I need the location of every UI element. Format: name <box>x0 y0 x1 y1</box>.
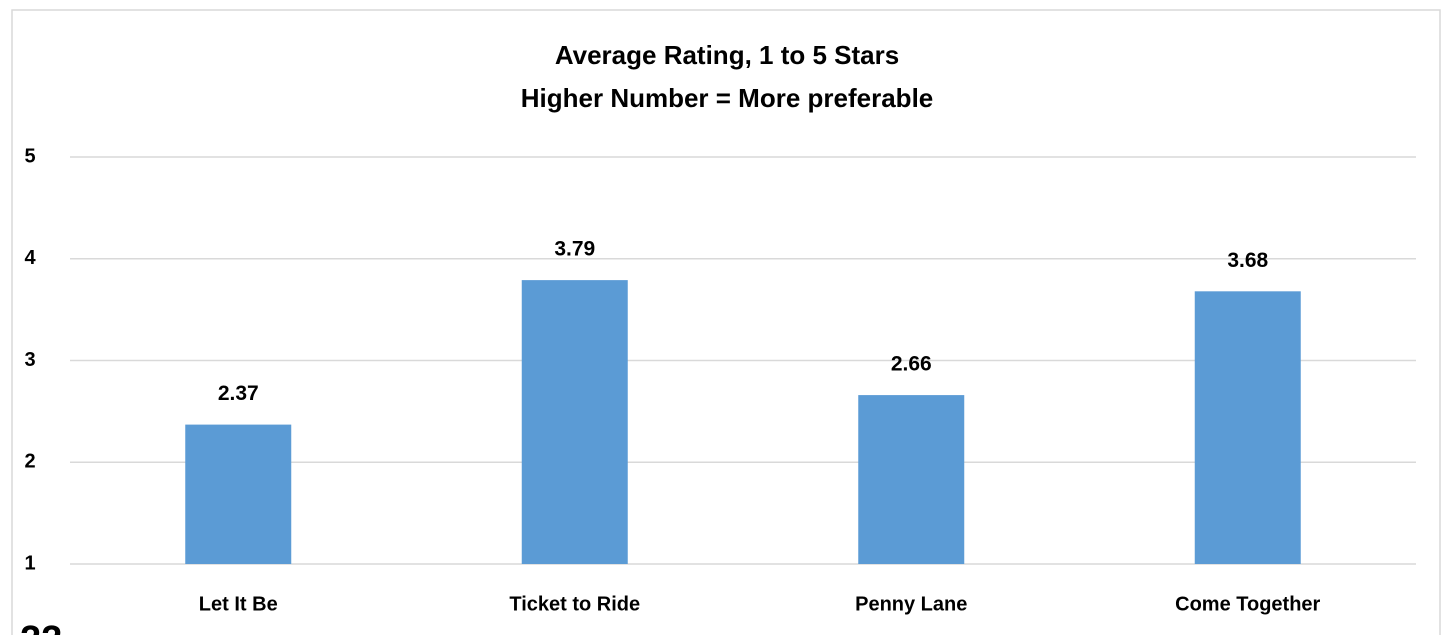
bar <box>858 395 965 564</box>
x-tick-label: Penny Lane <box>855 593 967 615</box>
y-tick-label: 4 <box>24 247 36 269</box>
y-tick-label: 3 <box>24 349 35 371</box>
data-label: 3.68 <box>1227 249 1268 272</box>
bar <box>1194 291 1301 564</box>
bar <box>185 424 292 564</box>
chart-subtitle: Higher Number = More preferable <box>521 83 934 113</box>
y-tick-label: 5 <box>24 145 35 167</box>
page-number: 22 <box>20 619 62 635</box>
data-label: 2.37 <box>218 382 259 405</box>
data-label: 3.79 <box>554 238 595 261</box>
y-tick-label: 2 <box>24 451 35 473</box>
x-tick-label: Ticket to Ride <box>509 593 640 615</box>
x-tick-label: Let It Be <box>199 593 278 615</box>
data-label: 2.66 <box>891 353 932 376</box>
chart-title: Average Rating, 1 to 5 Stars <box>555 40 899 70</box>
x-tick-label: Come Together <box>1175 593 1320 615</box>
bar <box>521 280 628 564</box>
y-tick-label: 1 <box>24 552 35 574</box>
